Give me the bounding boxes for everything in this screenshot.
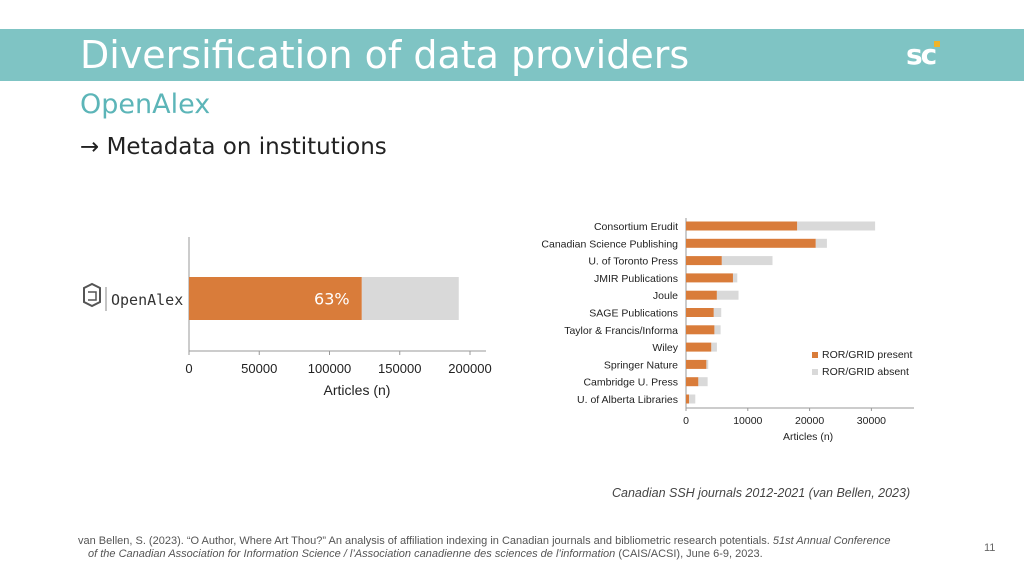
bar-absent	[797, 221, 876, 231]
legend-swatch	[812, 352, 818, 358]
category-label: Joule	[653, 290, 678, 302]
bar-openalex-present	[189, 277, 362, 320]
openalex-logo-icon	[83, 282, 101, 308]
category-label: Canadian Science Publishing	[541, 238, 678, 250]
logo-icon: sc	[906, 38, 941, 71]
category-label: Consortium Erudit	[594, 221, 678, 233]
reference-line1-italic: 51st Annual Conference	[772, 535, 891, 547]
x-tick-label: 30000	[857, 415, 886, 427]
reference-line1: van Bellen, S. (2023). “O Author, Where …	[78, 535, 773, 547]
bar-absent	[698, 377, 708, 387]
x-axis-title: Articles (n)	[783, 431, 833, 443]
bar-present	[686, 256, 722, 266]
x-tick-label: 20000	[795, 415, 824, 427]
x-tick-label: 100000	[308, 361, 351, 376]
bar-absent	[713, 308, 722, 317]
bar-openalex-absent	[361, 277, 459, 320]
bar-absent	[716, 290, 739, 300]
reference: van Bellen, S. (2023). “O Author, Where …	[78, 535, 958, 561]
category-label: U. of Alberta Libraries	[577, 394, 678, 406]
reference-line2: (CAIS/ACSI), June 6-9, 2023.	[615, 548, 763, 560]
title-bar	[0, 29, 1024, 81]
x-tick-label: 10000	[733, 415, 762, 427]
bar-present	[686, 359, 707, 369]
x-tick-label: 50000	[241, 361, 277, 376]
bar-present	[686, 394, 690, 404]
legend-label: ROR/GRID present	[822, 349, 913, 361]
legend-label: ROR/GRID absent	[822, 366, 909, 378]
x-axis-title: Articles (n)	[324, 382, 391, 398]
category-label: U. of Toronto Press	[588, 256, 678, 268]
logo-shape	[83, 282, 101, 308]
category-label: Taylor & Francis/Informa	[564, 325, 678, 337]
x-tick-label: 0	[185, 361, 192, 376]
bar-present	[686, 290, 717, 300]
bar-absent	[711, 342, 717, 352]
bar-present	[686, 325, 715, 335]
bar-absent	[689, 394, 696, 404]
bar-absent	[706, 359, 709, 369]
reference-line2-italic: of the Canadian Association for Informat…	[88, 548, 616, 560]
bar-present	[686, 273, 733, 283]
bar-present	[686, 238, 816, 248]
x-tick-label: 0	[683, 415, 689, 427]
bullet-text: → Metadata on institutions	[80, 134, 387, 160]
page-number: 11	[984, 542, 996, 554]
x-tick-label: 150000	[378, 361, 421, 376]
logo-shape	[88, 291, 97, 301]
bar-present	[686, 308, 714, 317]
bar-absent	[815, 238, 827, 248]
chart-caption: Canadian SSH journals 2012-2021 (van Bel…	[612, 486, 911, 500]
data-label: 63%	[314, 290, 350, 309]
bar-absent	[714, 325, 721, 335]
category-label: JMIR Publications	[594, 273, 678, 285]
slide-subtitle: OpenAlex	[80, 89, 211, 120]
bar-absent	[721, 256, 773, 266]
logo-text: sc	[906, 38, 937, 71]
bar-present	[686, 377, 699, 387]
slide-title: Diversification of data providers	[80, 33, 690, 77]
bar-absent	[732, 273, 738, 283]
x-tick-label: 200000	[448, 361, 491, 376]
category-label: Cambridge U. Press	[583, 377, 678, 389]
category-label: OpenAlex	[111, 291, 183, 309]
bar-present	[686, 221, 798, 231]
bar-present	[686, 342, 712, 352]
category-label: Springer Nature	[604, 359, 678, 371]
legend-swatch	[812, 369, 818, 375]
category-label: Wiley	[652, 342, 678, 354]
category-label: SAGE Publications	[589, 308, 678, 320]
